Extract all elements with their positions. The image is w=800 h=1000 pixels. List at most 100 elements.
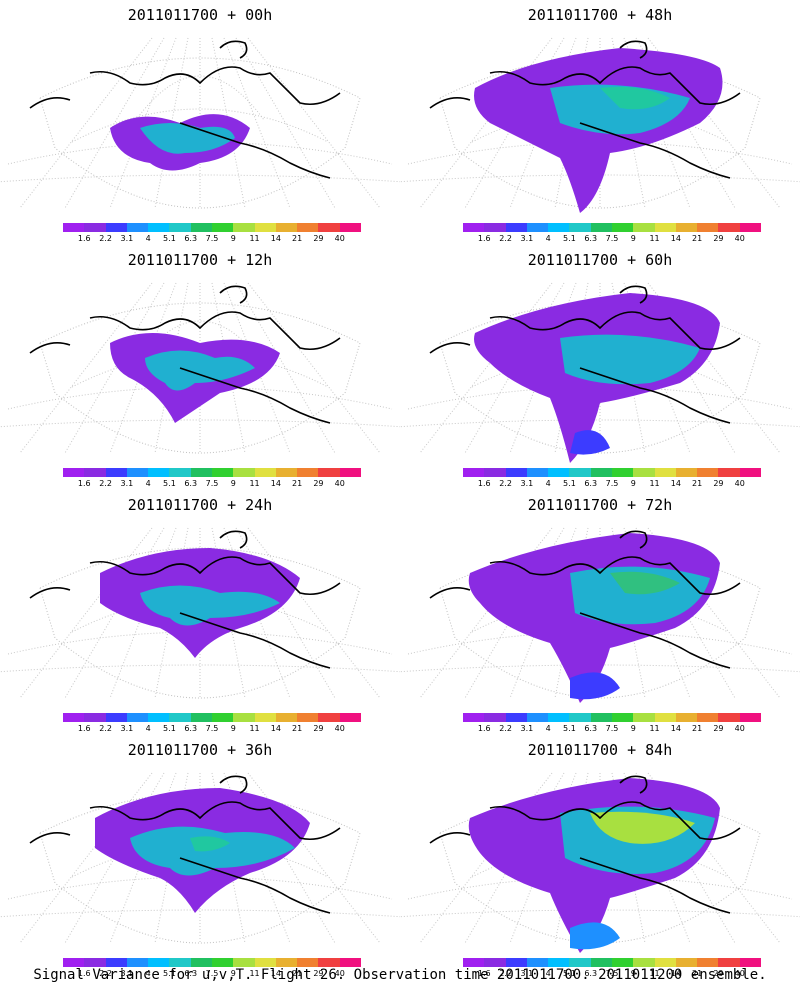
- latitude-gridline: [71, 353, 329, 388]
- colorbar-label: 2.2: [99, 479, 112, 488]
- colorbar-label: 21: [292, 724, 303, 733]
- meridian-gridline: [611, 772, 646, 944]
- colorbar-label: 14: [270, 234, 281, 243]
- colorbar-label: 4: [145, 479, 151, 488]
- map-panel: 2011011700 + 12h 1.6 2.2 3.1 4 5.1 6.3 7.5 9 11 14…: [0, 245, 400, 490]
- colorbar-swatch: [105, 223, 127, 232]
- colorbar-label: 3.1: [520, 479, 534, 488]
- latitude-gridline: [400, 419, 800, 428]
- colorbar-labels: 1.6 2.2 3.1 4 5.1 6.3 7.5 9 11 14 21 29 40: [63, 724, 361, 734]
- latitude-gridline: [71, 108, 329, 143]
- colorbar-swatch: [275, 223, 298, 232]
- colorbar-label: 5.1: [563, 969, 576, 978]
- colorbar-swatch: [63, 468, 85, 477]
- colorbar-swatch: [233, 713, 255, 722]
- colorbar-swatch: [569, 468, 591, 477]
- colorbar-label: 9: [630, 969, 636, 978]
- coastline: [29, 285, 341, 424]
- meridian-gridline: [154, 772, 189, 944]
- map-panel: 2011011700 + 48h 1.6 2.2 3.1 4 5.1 6.3 7.5 9 11 14…: [400, 0, 800, 245]
- colorbar-label: 14: [670, 724, 681, 733]
- colorbar-swatch: [569, 223, 591, 232]
- colorbar-label: 11: [249, 234, 260, 243]
- latitude-gridline: [400, 174, 800, 183]
- colorbar-label: 2.2: [499, 724, 512, 733]
- colorbar-swatch: [718, 958, 740, 967]
- coastline: [429, 40, 741, 179]
- panel-title: 2011011700 + 24h: [127, 496, 273, 514]
- colorbar-swatch: [254, 713, 276, 722]
- colorbar-label: 3.1: [120, 479, 134, 488]
- colorbar-label: 4: [545, 969, 551, 978]
- colorbar-swatch: [148, 468, 170, 477]
- colorbar-swatch: [126, 468, 149, 477]
- variance-contour: [140, 585, 280, 626]
- colorbar-labels: 1.6 2.2 3.1 4 5.1 6.3 7.5 9 11 14 21 29 40: [63, 234, 361, 244]
- colorbar-label: 40: [734, 724, 745, 733]
- colorbar-swatch: [484, 958, 506, 967]
- colorbar-label: 29: [313, 724, 324, 733]
- colorbar-label: 7.5: [605, 724, 619, 733]
- meridian-gridline: [611, 282, 646, 454]
- meridian-gridline: [611, 527, 646, 699]
- colorbar-label: 9: [230, 479, 236, 488]
- colorbar-label: 4: [545, 479, 551, 488]
- colorbar-label: 1.6: [77, 724, 91, 733]
- colorbar-label: 6.3: [584, 724, 598, 733]
- colorbar-swatch: [105, 468, 127, 477]
- colorbar-label: 1.6: [77, 234, 91, 243]
- colorbar-label: 11: [649, 969, 660, 978]
- colorbar-swatch: [633, 713, 655, 722]
- colorbar-label: 1.6: [77, 969, 91, 978]
- colorbar-swatch: [126, 958, 149, 967]
- colorbar-label: 21: [692, 724, 703, 733]
- colorbar-swatch: [718, 223, 740, 232]
- colorbar-label: 1.6: [77, 479, 91, 488]
- colorbar: [463, 958, 761, 967]
- colorbar-label: 40: [734, 969, 745, 978]
- colorbar-label: 29: [713, 479, 724, 488]
- colorbar-label: 2.2: [499, 969, 512, 978]
- variance-contour: [570, 672, 620, 700]
- colorbar-label: 14: [670, 234, 681, 243]
- colorbar-label: 11: [649, 234, 660, 243]
- colorbar: [63, 223, 361, 232]
- colorbar-swatch: [126, 223, 149, 232]
- colorbar-swatch: [611, 713, 634, 722]
- colorbar-swatch: [169, 713, 191, 722]
- colorbar-label: 11: [249, 479, 260, 488]
- colorbar-swatch: [697, 468, 719, 477]
- colorbar-label: 29: [713, 969, 724, 978]
- colorbar-labels: 1.6 2.2 3.1 4 5.1 6.3 7.5 9 11 14 21 29 40: [463, 479, 761, 489]
- colorbar-swatch: [318, 468, 340, 477]
- colorbar-swatch: [654, 468, 676, 477]
- colorbar-label: 7.5: [205, 724, 219, 733]
- colorbar-swatch: [318, 713, 340, 722]
- colorbar-swatch: [675, 223, 698, 232]
- colorbar-swatch: [275, 713, 298, 722]
- colorbar-label: 14: [270, 969, 281, 978]
- colorbar-swatch: [526, 468, 549, 477]
- colorbar-swatch: [233, 223, 255, 232]
- colorbar-label: 7.5: [205, 479, 219, 488]
- variance-contour: [600, 86, 670, 110]
- colorbar-labels: 1.6 2.2 3.1 4 5.1 6.3 7.5 9 11 14 21 29 40: [463, 234, 761, 244]
- colorbar-label: 6.3: [184, 724, 198, 733]
- latitude-gridline: [400, 664, 800, 673]
- colorbar-label: 1.6: [477, 234, 491, 243]
- latitude-gridline: [400, 909, 800, 918]
- colorbar-label: 11: [649, 724, 660, 733]
- colorbar-label: 4: [145, 724, 151, 733]
- variance-contour: [145, 350, 255, 391]
- colorbar: [463, 713, 761, 722]
- colorbar-swatch: [697, 958, 719, 967]
- colorbar-label: 6.3: [184, 234, 198, 243]
- colorbar-label: 21: [692, 479, 703, 488]
- colorbar-swatch: [275, 958, 298, 967]
- colorbar-swatch: [548, 468, 570, 477]
- colorbar-swatch: [548, 958, 570, 967]
- colorbar-swatch: [148, 958, 170, 967]
- colorbar-swatch: [211, 223, 234, 232]
- meridian-gridline: [211, 37, 246, 209]
- panel-title: 2011011700 + 12h: [127, 251, 273, 269]
